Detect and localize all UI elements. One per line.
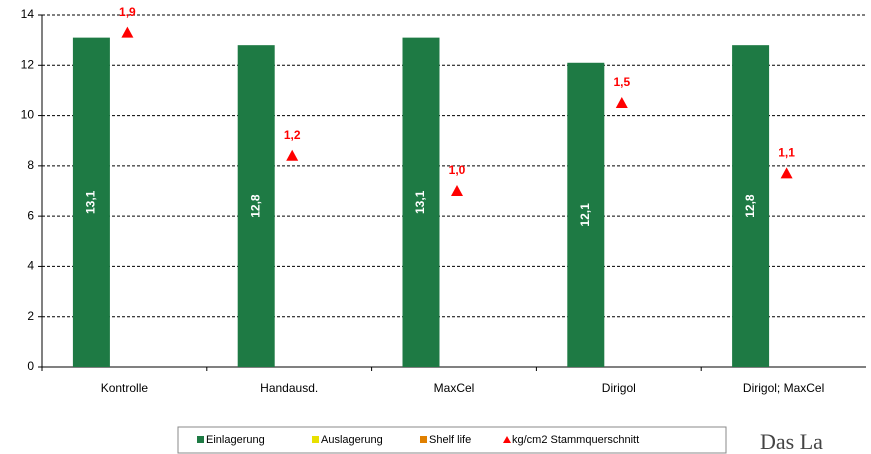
point-value-label: 1,5: [613, 75, 630, 89]
logo-text: Das La: [760, 429, 823, 454]
marker: [615, 97, 628, 108]
x-tick-label: Kontrolle: [101, 381, 149, 395]
legend-label: Auslagerung: [321, 434, 383, 446]
y-tick-label: 12: [21, 57, 35, 71]
marker: [451, 185, 463, 196]
legend-swatch: [312, 436, 319, 443]
legend-swatch: [197, 436, 204, 443]
bar-value-label: 12,1: [578, 203, 592, 227]
point-value-label: 1,1: [778, 146, 795, 160]
y-tick-label: 2: [27, 309, 34, 323]
bar: [237, 45, 275, 368]
bar: [567, 62, 605, 368]
bar-value-label: 13,1: [84, 190, 98, 214]
marker: [286, 149, 299, 161]
bar-value-label: 12,8: [743, 194, 757, 218]
point-value-label: 1,0: [449, 163, 466, 177]
y-tick-label: 14: [21, 7, 35, 21]
y-tick-label: 6: [27, 208, 34, 222]
x-tick-label: MaxCel: [434, 381, 475, 395]
x-tick-label: Dirigol: [602, 381, 636, 395]
bar-value-label: 13,1: [413, 190, 427, 214]
marker: [780, 167, 793, 179]
y-tick-label: 0: [27, 359, 34, 373]
x-tick-label: Dirigol; MaxCel: [743, 381, 824, 395]
bar: [72, 37, 110, 367]
legend-label: kg/cm2 Stammquerschnitt: [512, 434, 639, 446]
point-value-label: 1,2: [284, 128, 301, 142]
bar: [402, 37, 440, 367]
point-value-label: 1,9: [119, 5, 136, 19]
marker: [121, 26, 134, 38]
y-tick-label: 8: [27, 158, 34, 172]
legend-swatch: [503, 436, 511, 443]
legend-swatch: [420, 436, 427, 443]
y-tick-label: 4: [27, 259, 34, 273]
legend-label: Einlagerung: [206, 434, 265, 446]
x-tick-label: Handausd.: [260, 381, 318, 395]
y-tick-label: 10: [21, 108, 35, 122]
legend-label: Shelf life: [429, 434, 471, 446]
bar-value-label: 12,8: [248, 194, 262, 218]
bar: [732, 45, 770, 368]
legend-box: [177, 426, 727, 454]
